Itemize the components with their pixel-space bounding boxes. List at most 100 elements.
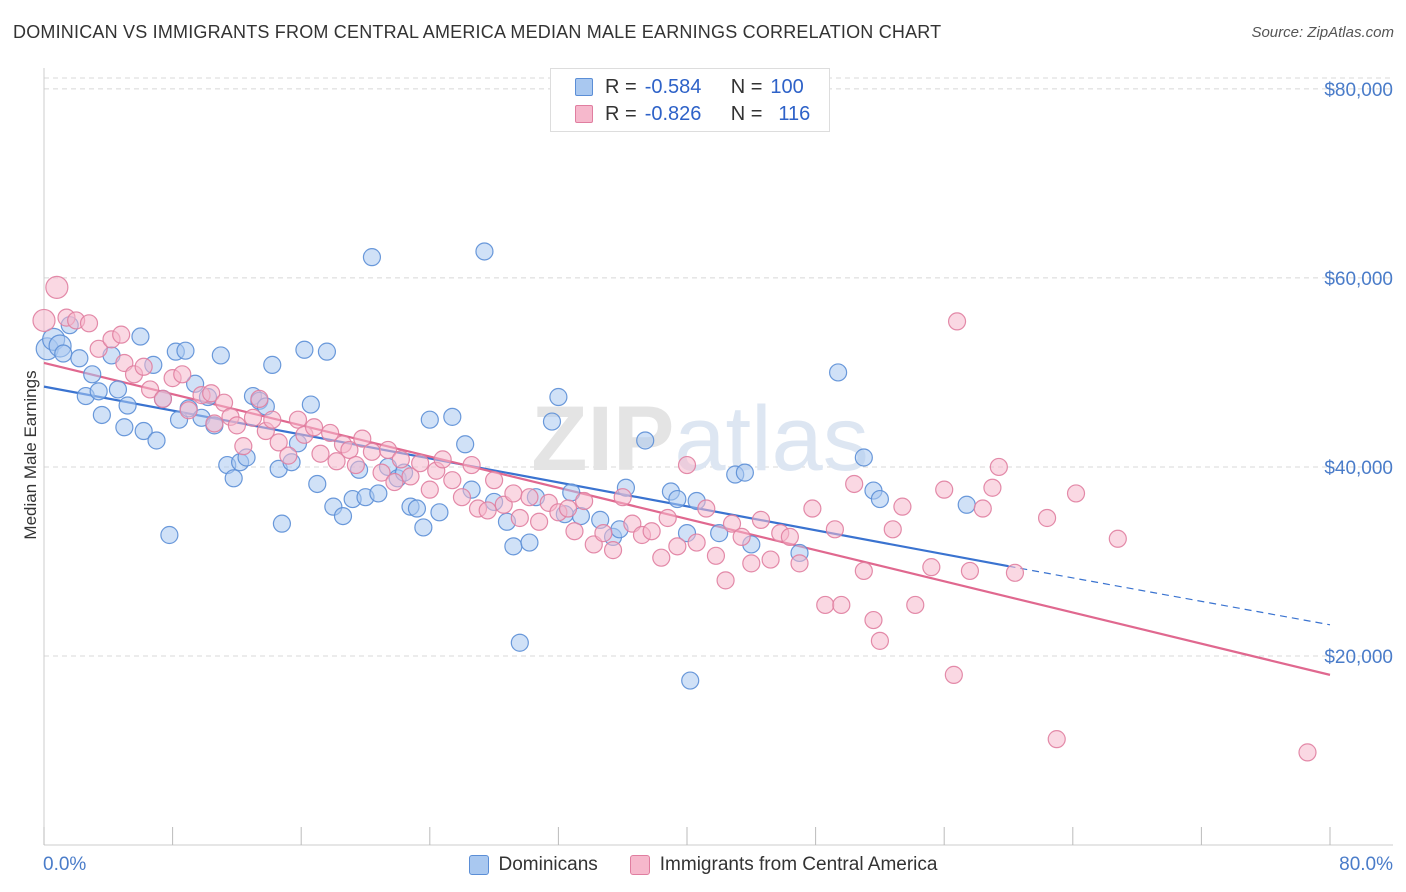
data-point — [722, 514, 742, 533]
data-point — [420, 480, 439, 499]
y-tick-label-2: $60,000 — [1324, 269, 1393, 290]
data-point — [510, 508, 529, 528]
data-point — [462, 455, 481, 475]
watermark-atlas: atlas — [674, 388, 868, 490]
data-point — [761, 550, 780, 569]
data-point — [89, 339, 108, 358]
data-point — [391, 450, 410, 469]
data-point — [250, 389, 269, 409]
trend-line-dominicans-extension — [1008, 565, 1331, 626]
data-point — [520, 488, 539, 507]
series-central-america — [32, 275, 1317, 762]
data-point — [340, 440, 359, 460]
data-point — [353, 429, 372, 448]
data-point — [378, 440, 398, 460]
data-point — [176, 341, 195, 360]
data-point — [742, 554, 761, 573]
data-point — [140, 380, 160, 399]
data-point — [32, 308, 56, 333]
data-point — [45, 275, 69, 299]
data-point — [224, 469, 243, 488]
y-axis-label: Median Male Earnings — [21, 370, 40, 539]
legend-label-central-america: Immigrants from Central America — [659, 854, 938, 875]
legend-swatch-blue — [575, 78, 593, 96]
data-point — [288, 410, 308, 429]
data-point — [243, 408, 263, 427]
data-point — [385, 472, 404, 492]
x-tick-label-max: 80.0% — [1339, 854, 1393, 875]
data-point — [108, 380, 128, 399]
data-point — [944, 665, 963, 684]
data-point — [594, 524, 613, 543]
data-point — [118, 396, 137, 415]
data-point — [947, 312, 967, 331]
data-point — [906, 595, 925, 615]
data-point — [211, 346, 230, 365]
legend-swatch-pink — [575, 105, 593, 123]
data-point — [520, 533, 539, 552]
data-point — [864, 610, 883, 630]
data-point — [668, 537, 687, 556]
data-point — [636, 431, 655, 450]
data-point — [362, 248, 382, 267]
data-point — [205, 414, 224, 433]
data-point — [115, 418, 134, 437]
legend-r-value: -0.826 — [644, 102, 702, 125]
data-point — [433, 450, 452, 469]
data-point — [272, 514, 292, 533]
legend-r-label: R = — [605, 75, 637, 98]
data-point — [832, 595, 851, 615]
data-point — [816, 595, 835, 615]
axes — [43, 68, 1393, 846]
data-point — [279, 446, 298, 465]
data-point — [613, 488, 632, 507]
data-point — [710, 524, 729, 543]
data-point — [295, 340, 314, 359]
data-point — [308, 474, 327, 494]
data-point — [983, 478, 1002, 497]
data-point — [1005, 563, 1025, 582]
data-point — [922, 558, 941, 577]
data-point — [160, 525, 179, 545]
data-point — [92, 405, 111, 425]
series-legend: Dominicans Immigrants from Central Ameri… — [0, 852, 1406, 878]
y-tick-label-1: $40,000 — [1324, 458, 1393, 479]
data-point — [565, 522, 584, 541]
data-point — [269, 433, 288, 452]
data-point — [603, 541, 623, 560]
legend-n-label: N = — [730, 75, 763, 98]
data-point — [321, 423, 340, 443]
data-point — [173, 365, 192, 384]
data-point — [478, 501, 497, 520]
data-point — [134, 357, 153, 376]
data-point — [780, 527, 799, 546]
data-point — [362, 442, 382, 461]
data-point — [311, 444, 330, 463]
data-point — [549, 387, 568, 407]
data-point — [825, 520, 844, 539]
data-point — [687, 533, 706, 552]
data-point — [883, 520, 902, 539]
data-point — [854, 448, 873, 467]
data-point — [89, 382, 108, 401]
data-point — [327, 452, 346, 471]
data-point — [112, 325, 131, 344]
data-point — [372, 463, 391, 482]
data-point — [790, 554, 809, 573]
data-point — [658, 508, 677, 528]
data-point — [346, 455, 365, 475]
data-point — [973, 499, 992, 518]
y-tick-label-3: $80,000 — [1324, 80, 1393, 101]
data-point — [716, 571, 735, 590]
data-point — [70, 349, 89, 368]
legend-label-dominicans: Dominicans — [498, 854, 598, 875]
data-point — [530, 512, 549, 531]
legend-swatch-pink — [629, 855, 650, 875]
data-point — [989, 457, 1008, 477]
data-point — [893, 497, 912, 516]
data-point — [829, 363, 848, 382]
data-point — [1298, 743, 1317, 762]
data-point — [443, 407, 462, 426]
data-point — [301, 395, 320, 414]
